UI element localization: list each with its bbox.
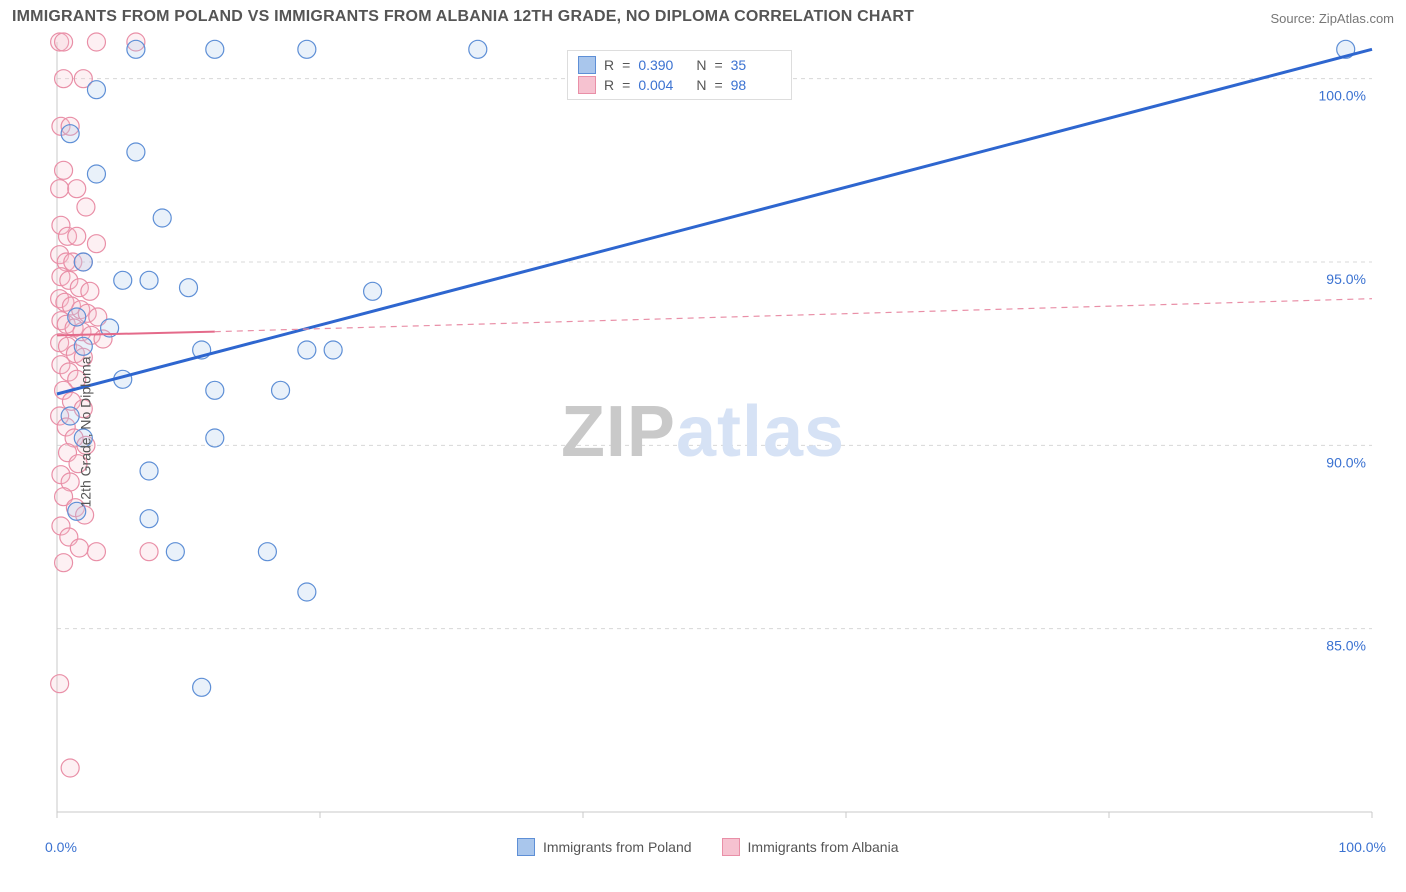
data-point [51,675,69,693]
data-point [298,40,316,58]
data-point [298,583,316,601]
data-point [206,40,224,58]
legend-swatch [578,76,596,94]
data-point [193,678,211,696]
data-point [68,308,86,326]
data-point [81,282,99,300]
data-point [324,341,342,359]
trend-line-poland [57,49,1372,394]
data-point [180,279,198,297]
data-point [140,510,158,528]
data-point [272,381,290,399]
svg-text:100.0%: 100.0% [1319,88,1366,104]
header: IMMIGRANTS FROM POLAND VS IMMIGRANTS FRO… [0,0,1406,32]
series-legend: Immigrants from Poland Immigrants from Al… [517,838,899,856]
data-point [298,341,316,359]
data-point [61,759,79,777]
data-point [87,543,105,561]
legend-item: Immigrants from Poland [517,838,692,856]
data-point [258,543,276,561]
data-point [364,282,382,300]
x-axis-min-label: 0.0% [45,839,77,855]
data-point [127,40,145,58]
source-label: Source: ZipAtlas.com [1270,11,1394,26]
legend-swatch [578,56,596,74]
scatter-chart: 85.0% 90.0% 95.0% 100.0% [12,32,1394,832]
data-point [74,253,92,271]
chart-container: 12th Grade, No Diploma 85.0% 90.0% 95.0% 10… [12,32,1394,832]
data-point [140,271,158,289]
data-point [70,539,88,557]
chart-title: IMMIGRANTS FROM POLAND VS IMMIGRANTS FRO… [12,8,914,26]
data-point [61,125,79,143]
data-point [153,209,171,227]
legend-item: Immigrants from Albania [722,838,899,856]
data-point [127,143,145,161]
legend-label: Immigrants from Albania [748,839,899,855]
correlation-legend-row: R=0.004N=98 [578,75,781,95]
data-point [87,81,105,99]
data-point [77,198,95,216]
data-point [469,40,487,58]
data-point [87,165,105,183]
data-point [114,271,132,289]
data-point [55,554,73,572]
data-point [87,235,105,253]
data-point [74,337,92,355]
data-point [68,180,86,198]
data-point [140,462,158,480]
x-axis-max-label: 100.0% [1339,839,1386,855]
data-point [55,161,73,179]
y-axis-label: 12th Grade, No Diploma [77,357,93,508]
data-point [55,70,73,88]
legend-label: Immigrants from Poland [543,839,692,855]
svg-text:85.0%: 85.0% [1326,638,1366,654]
data-point [68,227,86,245]
data-point [55,33,73,51]
data-point [51,180,69,198]
data-point [87,33,105,51]
x-axis-legend-bar: 0.0% Immigrants from PolandImmigrants fr… [0,832,1406,856]
trend-line-albania-dashed [215,299,1372,332]
data-point [206,429,224,447]
data-point [61,407,79,425]
correlation-legend: R=0.390N=35R=0.004N=98 [567,50,792,100]
correlation-legend-row: R=0.390N=35 [578,55,781,75]
data-point [166,543,184,561]
data-point [140,543,158,561]
legend-swatch [722,838,740,856]
svg-text:95.0%: 95.0% [1326,271,1366,287]
svg-text:90.0%: 90.0% [1326,454,1366,470]
data-point [206,381,224,399]
legend-swatch [517,838,535,856]
